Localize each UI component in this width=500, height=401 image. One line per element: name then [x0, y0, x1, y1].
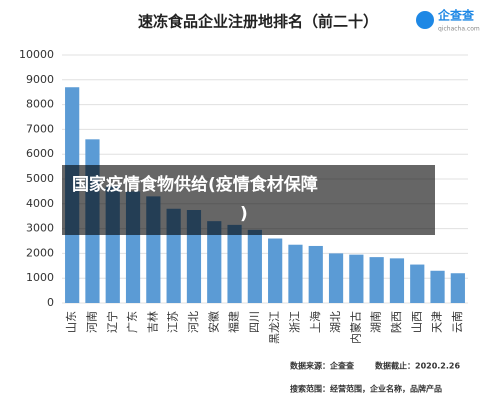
x-tick-label: 山西 [410, 311, 423, 333]
x-tick-label: 浙江 [288, 311, 301, 333]
y-tick-label: 7000 [26, 122, 54, 135]
x-tick-label: 辽宁 [105, 311, 119, 333]
bar [308, 245, 323, 303]
x-tick-label: 福建 [227, 311, 241, 333]
x-tick-label: 山东 [65, 311, 78, 333]
y-tick-label: 0 [47, 296, 54, 309]
bar [288, 244, 303, 303]
x-tick-label: 吉林 [145, 311, 159, 333]
y-tick-label: 8000 [26, 98, 54, 111]
x-tick-label: 黑龙江 [268, 311, 281, 344]
logo-url: qichacha.com [438, 26, 480, 33]
bar [410, 264, 425, 303]
overlay-box [62, 165, 435, 235]
y-tick-label: 3000 [26, 222, 54, 235]
bar [247, 229, 262, 303]
x-tick-label: 陕西 [389, 311, 403, 333]
x-tick-label: 河南 [85, 311, 98, 333]
bar [389, 258, 405, 303]
bar [227, 224, 242, 303]
x-tick-label: 安徽 [206, 311, 220, 333]
note: 数据来源：企查查 [290, 361, 355, 371]
y-tick-label: 10000 [19, 48, 54, 61]
x-tick-label: 江苏 [167, 311, 180, 333]
y-tick-label: 4000 [26, 197, 54, 210]
note: 数据截止：2020.2.26 [375, 361, 460, 371]
x-tick-label: 湖北 [329, 311, 342, 333]
bar [369, 257, 384, 303]
x-tick-label: 天津 [431, 311, 444, 333]
bar [450, 273, 465, 303]
bar [207, 221, 222, 303]
note: 搜索范围：经营范围，企业名称，品牌产品 [290, 384, 442, 394]
logo-icon [416, 11, 434, 29]
x-tick-label: 四川 [248, 311, 261, 333]
x-tick-label: 河北 [187, 311, 200, 333]
chart-title: 速冻食品企业注册地排名（前二十） [138, 13, 378, 31]
x-tick-label: 湖南 [370, 311, 383, 333]
overlay-text: ) [240, 204, 248, 224]
y-tick-label: 6000 [26, 147, 54, 160]
x-tick-label: 广东 [126, 311, 139, 333]
y-tick-label: 5000 [26, 172, 54, 185]
x-tick-label: 云南 [451, 311, 464, 333]
bar [430, 270, 445, 303]
y-tick-label: 2000 [26, 246, 54, 259]
y-tick-label: 9000 [26, 73, 54, 86]
x-tick-label: 内蒙古 [348, 311, 362, 344]
logo-name: 企查查 [437, 8, 475, 23]
bar [268, 238, 283, 303]
bar [328, 253, 344, 303]
x-tick-label: 上海 [308, 311, 322, 333]
overlay-text: 国家疫情食物供给(疫情食材保障 [72, 174, 318, 195]
y-tick-label: 1000 [26, 271, 54, 284]
bar [349, 254, 364, 303]
